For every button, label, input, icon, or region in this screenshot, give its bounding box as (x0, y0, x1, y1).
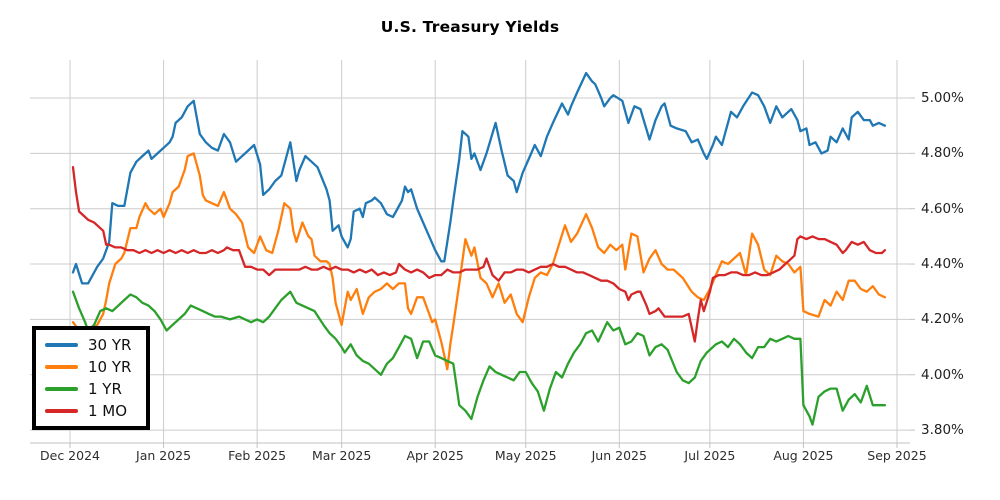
legend-item-1-mo: 1 MO (36, 400, 146, 422)
y-tick-label: 4.80% (921, 145, 964, 162)
x-tick-label: Apr 2025 (406, 448, 464, 463)
legend-item-1-yr: 1 YR (36, 378, 146, 400)
x-tick-label: Aug 2025 (773, 448, 834, 463)
legend-label: 1 YR (88, 380, 122, 398)
chart-title: U.S. Treasury Yields (380, 18, 560, 36)
y-tick-label: 4.40% (921, 256, 964, 273)
legend-label: 1 MO (88, 402, 128, 420)
series-1-yr-line (71, 290, 887, 426)
legend-label: 30 YR (88, 336, 132, 354)
x-tick-label: Mar 2025 (311, 448, 372, 463)
legend-item-30-yr: 30 YR (36, 334, 146, 356)
y-tick-label: 4.20% (921, 311, 964, 328)
x-tick-label: May 2025 (494, 448, 557, 463)
legend-line-swatch (45, 409, 78, 413)
x-tick-label: Sep 2025 (867, 448, 927, 463)
legend-label: 10 YR (88, 358, 132, 376)
x-tick-label: Jan 2025 (136, 448, 192, 463)
x-tick-label: Jun 2025 (591, 448, 647, 463)
y-tick-label: 4.00% (921, 366, 964, 383)
series-1-mo-line (71, 166, 887, 343)
legend-item-10-yr: 10 YR (36, 356, 146, 378)
legend-line-swatch (45, 365, 78, 369)
y-tick-label: 4.60% (921, 200, 964, 217)
x-tick-label: Feb 2025 (228, 448, 287, 463)
x-tick-label: Dec 2024 (40, 448, 100, 463)
series-10-yr-line (71, 152, 887, 371)
y-tick-label: 3.80% (921, 422, 964, 439)
legend-line-swatch (45, 343, 78, 347)
x-tick-label: Jul 2025 (684, 448, 736, 463)
legend: 30 YR 10 YR 1 YR 1 MO (32, 326, 150, 430)
legend-line-swatch (45, 387, 78, 391)
y-tick-label: 5.00% (921, 90, 964, 106)
series-30-yr-line (71, 71, 887, 285)
